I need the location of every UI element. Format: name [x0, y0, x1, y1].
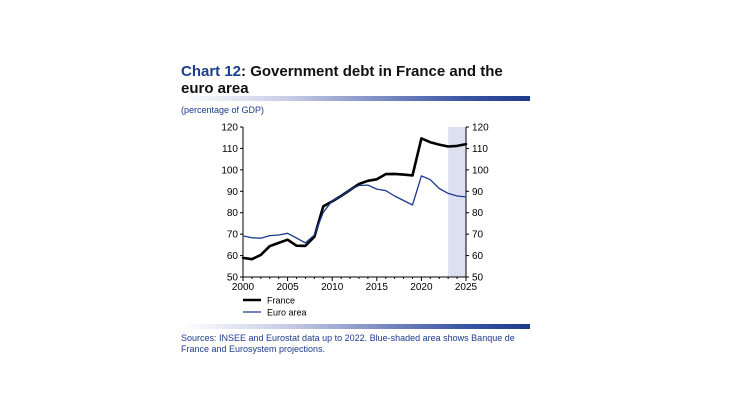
- chart-title-text: : Government debt in France and the euro…: [181, 63, 503, 97]
- y-tick-label-right: 60: [472, 251, 484, 262]
- x-tick-label: 2025: [455, 282, 478, 293]
- chart-title: Chart 12: Government debt in France and …: [181, 63, 511, 97]
- y-tick-label-right: 80: [472, 208, 484, 219]
- x-tick-label: 2015: [366, 282, 389, 293]
- source-divider: [181, 324, 530, 329]
- y-tick-label-right: 100: [472, 165, 489, 176]
- chart-title-number: Chart 12: [181, 63, 242, 80]
- y-tick-label-left: 80: [227, 208, 239, 219]
- y-tick-label-left: 50: [227, 273, 239, 284]
- projection-shading: [448, 127, 466, 277]
- y-tick-label-right: 110: [472, 144, 488, 155]
- series-line-euro-area: [242, 175, 467, 244]
- x-tick-label: 2005: [276, 282, 299, 293]
- y-tick-label-right: 70: [472, 230, 484, 241]
- y-tick-label-left: 100: [221, 165, 238, 176]
- unit-label: (percentage of GDP): [181, 105, 265, 115]
- y-tick-label-right: 50: [472, 273, 484, 284]
- y-tick-label-left: 90: [227, 187, 239, 198]
- series-line-france: [241, 137, 468, 261]
- x-tick-label: 2020: [410, 282, 433, 293]
- title-divider: [181, 96, 530, 101]
- x-tick-label: 2010: [321, 282, 344, 293]
- y-tick-label-left: 60: [227, 251, 239, 262]
- y-tick-label-right: 120: [472, 123, 489, 134]
- y-tick-label-right: 90: [472, 187, 484, 198]
- y-tick-label-left: 120: [221, 123, 238, 134]
- legend-label: Euro area: [267, 308, 307, 318]
- source-note: Sources: INSEE and Eurostat data up to 2…: [181, 333, 515, 354]
- legend-label: France: [267, 296, 295, 306]
- y-tick-label-left: 70: [227, 230, 239, 241]
- x-tick-label: 2000: [232, 282, 255, 293]
- y-tick-label-left: 110: [222, 144, 238, 155]
